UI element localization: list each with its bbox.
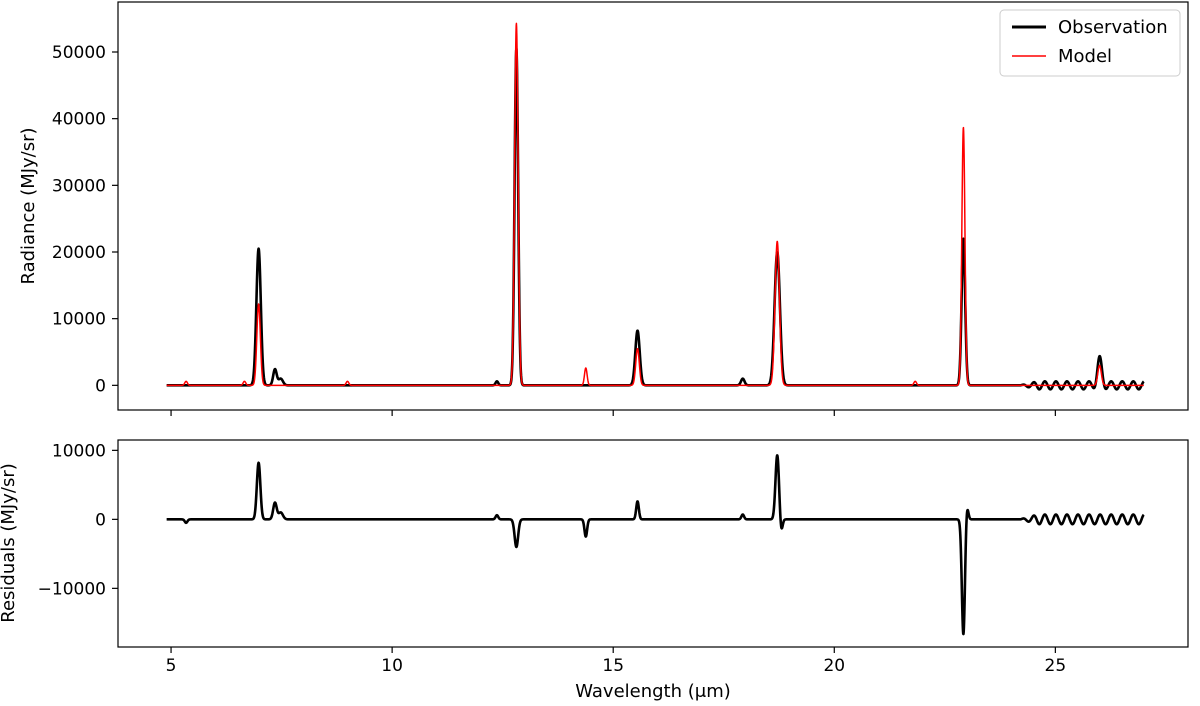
residuals-x-ticks: 5 10 15 20 25 [166,647,1067,676]
residuals-series [165,454,1145,636]
residuals-x-tick-label: 5 [166,656,177,676]
radiance-series [165,22,1145,391]
radiance-series-model-line [166,22,1145,387]
x-axis-label: Wavelength (μm) [575,681,731,702]
radiance-series-observation-line [165,47,1145,391]
residuals-panel: −10000 0 10000 5 10 15 20 25 Residuals (MJy/sr… [0,439,1189,702]
residuals-y-tick-label: −10000 [38,579,106,599]
radiance-y-tick-label: 30000 [52,176,106,196]
radiance-plot-frame [117,1,1189,411]
legend-model-label: Model [1058,46,1112,67]
residuals-x-tick-label: 15 [602,656,624,676]
radiance-y-axis-label: Radiance (MJy/sr) [18,127,39,284]
residuals-plot-frame [117,439,1189,648]
radiance-y-tick-label: 0 [95,376,106,396]
radiance-x-ticks [170,410,1056,416]
residuals-y-tick-label: 0 [95,510,106,530]
radiance-y-tick-label: 10000 [52,310,106,330]
residuals-y-tick-label: 10000 [52,441,106,461]
radiance-y-tick-label: 50000 [52,43,106,63]
legend-observation-label: Observation [1058,17,1168,38]
radiance-y-ticks: 0 10000 20000 30000 40000 50000 [52,43,118,396]
residuals-x-tick-label: 20 [823,656,845,676]
residuals-series-residuals-line [165,454,1145,636]
residuals-y-axis-label: Residuals (MJy/sr) [0,463,19,623]
residuals-x-tick-label: 25 [1045,656,1067,676]
radiance-panel: 0 10000 20000 30000 40000 50000 Radiance (MJy… [18,1,1189,416]
radiance-y-tick-label: 40000 [52,110,106,130]
residuals-y-ticks: −10000 0 10000 [38,441,118,599]
radiance-y-tick-label: 20000 [52,243,106,263]
residuals-x-tick-label: 10 [381,656,403,676]
legend: Observation Model [999,9,1181,77]
